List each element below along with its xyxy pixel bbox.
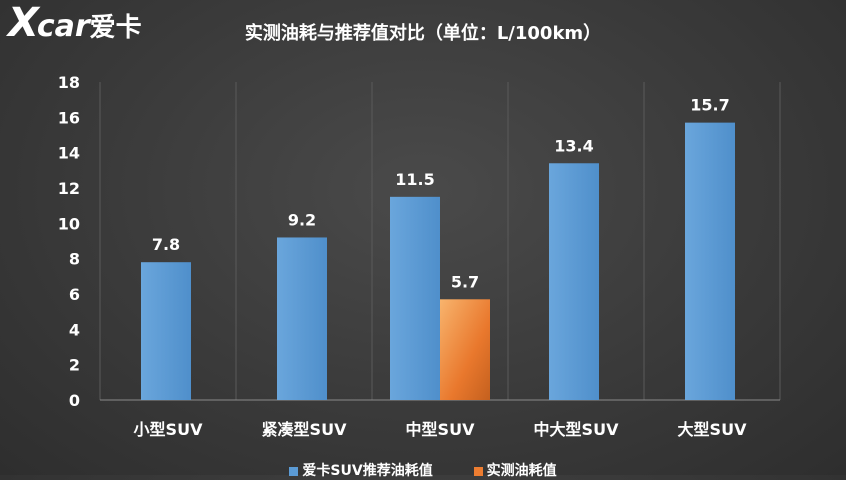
- bar-recommended: [685, 122, 735, 400]
- bar-recommended: [141, 262, 191, 400]
- legend-item-recommended: 爱卡SUV推荐油耗值: [289, 460, 433, 480]
- bar-recommended: [277, 237, 327, 400]
- y-tick-label: 4: [69, 320, 80, 339]
- legend-label-measured: 实测油耗值: [486, 463, 557, 479]
- y-tick-label: 18: [58, 73, 80, 92]
- data-label: 7.8: [152, 235, 180, 254]
- y-tick-label: 16: [58, 108, 80, 127]
- data-label: 5.7: [451, 272, 479, 291]
- data-label: 15.7: [690, 96, 729, 115]
- y-tick-label: 2: [69, 356, 80, 375]
- x-tick-label: 小型SUV: [134, 420, 204, 439]
- x-tick-label: 大型SUV: [678, 420, 748, 439]
- y-tick-label: 6: [69, 285, 80, 304]
- y-tick-label: 14: [58, 144, 80, 163]
- legend-item-measured: 实测油耗值: [473, 460, 557, 480]
- brand-logo: Xcar爱卡: [8, 0, 142, 46]
- logo-x: X: [8, 0, 39, 46]
- y-tick-label: 12: [58, 179, 80, 198]
- data-label: 9.2: [288, 210, 316, 229]
- y-tick-label: 0: [69, 391, 80, 410]
- x-tick-label: 中大型SUV: [534, 420, 620, 439]
- y-tick-label: 10: [58, 214, 80, 233]
- chart-title: 实测油耗与推荐值对比（单位：L/100km）: [244, 23, 602, 44]
- logo-car: car: [36, 9, 90, 44]
- bar-recommended: [549, 163, 599, 400]
- chart-legend: 爱卡SUV推荐油耗值 实测油耗值: [0, 460, 846, 480]
- data-label: 11.5: [395, 170, 434, 189]
- x-tick-label: 中型SUV: [406, 420, 476, 439]
- y-tick-label: 8: [69, 250, 80, 269]
- data-label: 13.4: [554, 136, 593, 155]
- bar-measured: [440, 299, 490, 400]
- logo-cn: 爱卡: [89, 13, 142, 43]
- bar-recommended: [390, 196, 440, 400]
- legend-swatch-orange: [473, 466, 483, 476]
- x-tick-label: 紧凑型SUV: [262, 420, 348, 439]
- legend-label-recommended: 爱卡SUV推荐油耗值: [302, 463, 433, 479]
- legend-swatch-blue: [289, 466, 299, 476]
